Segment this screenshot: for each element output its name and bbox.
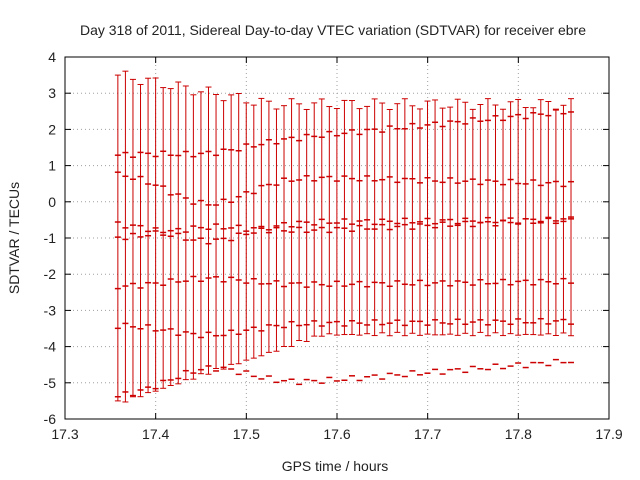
data-point-group	[522, 107, 529, 369]
data-point-group	[484, 98, 491, 371]
data-point-group	[167, 88, 174, 386]
data-point-group	[537, 99, 544, 364]
data-marks	[114, 70, 575, 403]
data-point-group	[122, 70, 129, 403]
y-tick-label: -1	[44, 230, 57, 246]
data-point-group	[432, 99, 439, 371]
data-point-group	[145, 77, 152, 394]
data-point-group	[364, 105, 371, 378]
data-point-group	[114, 74, 121, 402]
data-point-group	[394, 103, 401, 376]
x-tick-label: 17.5	[233, 426, 260, 442]
data-point-group	[182, 85, 189, 381]
y-tick-label: 4	[48, 49, 56, 65]
data-point-group	[439, 107, 446, 375]
data-point-group	[560, 104, 567, 364]
data-point-group	[545, 101, 552, 367]
data-point-group	[213, 94, 220, 372]
data-point-group	[228, 94, 235, 370]
y-tick-label: 3	[48, 85, 56, 101]
y-tick-label: -3	[44, 302, 57, 318]
data-point-group	[341, 99, 348, 382]
data-point-group	[220, 100, 227, 370]
data-point-group	[152, 77, 159, 392]
y-tick-label: -6	[44, 411, 57, 427]
data-point-group	[197, 91, 204, 375]
data-point-group	[175, 81, 182, 385]
y-axis-label: SDTVAR / TECUs	[6, 182, 22, 294]
x-tick-label: 17.7	[414, 426, 441, 442]
data-point-group	[401, 98, 408, 378]
data-point-group	[318, 98, 325, 384]
x-tick-label: 17.9	[595, 426, 622, 442]
axis-ticks: 17.3 17.4 17.5 17.6 17.7 17.8 17.9 4 3 2 1 0 -1 -2 -3 -…	[44, 49, 623, 442]
data-point-group	[273, 108, 280, 384]
data-point-group	[160, 87, 167, 389]
y-tick-label: -5	[44, 375, 57, 391]
data-point-group	[333, 108, 340, 382]
data-point-group	[507, 101, 514, 367]
data-point-group	[250, 104, 257, 378]
chart-title: Day 318 of 2011, Sidereal Day-to-day VTE…	[80, 22, 586, 38]
data-point-group	[281, 105, 288, 382]
data-point-group	[492, 104, 499, 365]
x-tick-label: 17.4	[142, 426, 169, 442]
data-point-group	[326, 106, 333, 379]
data-point-group	[243, 102, 250, 372]
data-point-group	[462, 101, 469, 374]
data-point-group	[386, 108, 393, 375]
data-point-group	[190, 94, 197, 380]
data-point-group	[296, 103, 303, 386]
data-point-group	[129, 78, 136, 398]
data-point-group	[409, 105, 416, 372]
data-point-group	[447, 106, 454, 371]
data-point-group	[568, 98, 575, 364]
data-point-group	[454, 98, 461, 370]
x-tick-label: 17.3	[51, 426, 78, 442]
data-point-group	[288, 98, 295, 380]
data-point-group	[371, 98, 378, 376]
data-point-group	[265, 100, 272, 377]
data-point-group	[258, 97, 265, 380]
data-point-group	[356, 108, 363, 382]
data-point-group	[424, 100, 431, 374]
y-tick-label: -2	[44, 266, 57, 282]
data-point-group	[416, 108, 423, 376]
y-tick-label: 1	[48, 158, 56, 174]
data-point-group	[469, 108, 476, 368]
data-point-group	[552, 108, 559, 361]
x-tick-label: 17.6	[323, 426, 350, 442]
data-point-group	[205, 86, 212, 375]
data-point-group	[137, 83, 144, 398]
data-point-group	[515, 98, 522, 364]
y-tick-label: -4	[44, 339, 57, 355]
y-tick-label: 0	[48, 194, 56, 210]
x-tick-label: 17.8	[505, 426, 532, 442]
data-point-group	[500, 108, 507, 370]
x-axis-label: GPS time / hours	[282, 458, 389, 474]
data-point-group	[311, 102, 318, 382]
y-tick-label: 2	[48, 121, 56, 137]
data-point-group	[379, 102, 386, 380]
data-point-group	[530, 107, 537, 364]
data-point-group	[235, 92, 242, 376]
data-point-group	[477, 104, 484, 370]
data-point-group	[348, 100, 355, 377]
data-point-group	[303, 108, 310, 381]
